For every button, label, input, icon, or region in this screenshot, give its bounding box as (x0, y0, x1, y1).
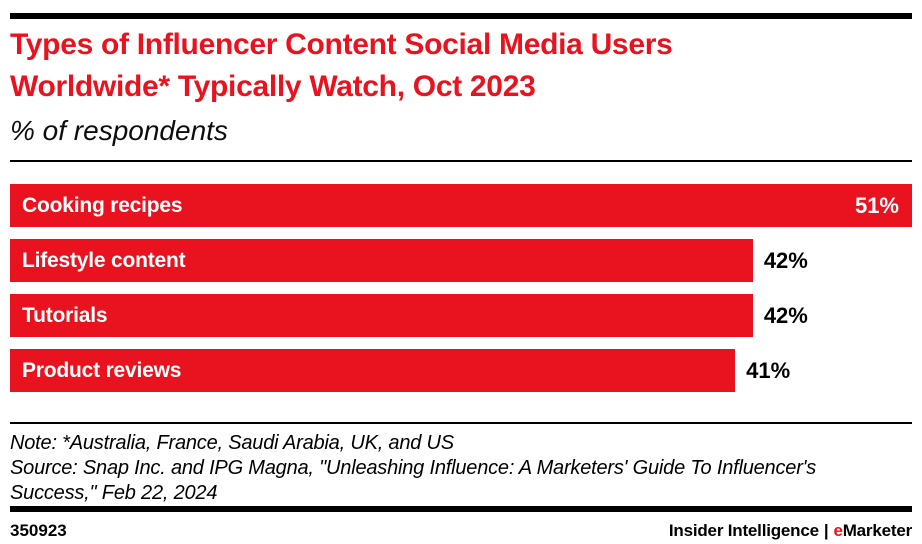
top-rule (10, 13, 912, 19)
divider-under-subtitle (10, 160, 912, 162)
source-line-2: Success," Feb 22, 2024 (10, 482, 218, 504)
brand-separator: | (823, 521, 829, 540)
chart-title-line2: Worldwide* Typically Watch, Oct 2023 (10, 70, 536, 103)
brand-emarketer-rest: Marketer (842, 521, 912, 540)
bar-label-lifestyle-content: Lifestyle content (22, 248, 186, 272)
footer: 350923 Insider Intelligence | eMarketer (10, 521, 912, 541)
bar-lifestyle-content: Lifestyle content (10, 239, 753, 282)
bar-product-reviews: Product reviews (10, 349, 736, 392)
bar-row-tutorials: Tutorials 42% (10, 294, 912, 337)
footer-rule (10, 506, 912, 512)
note-line: Note: *Australia, France, Saudi Arabia, … (10, 432, 454, 454)
bar-chart: Cooking recipes 51% Lifestyle content 42… (10, 184, 912, 392)
brand-insider-intelligence: Insider Intelligence (668, 521, 819, 540)
chart-title: Types of Influencer Content Social Media… (10, 24, 912, 108)
bar-label-tutorials: Tutorials (22, 303, 108, 327)
bar-row-lifestyle-content: Lifestyle content 42% (10, 239, 912, 282)
chart-subtitle: % of respondents (10, 115, 228, 146)
chart-title-line1: Types of Influencer Content Social Media… (10, 28, 673, 61)
bar-value-cooking-recipes: 51% (854, 192, 899, 218)
brand-emarketer-e: e (833, 521, 843, 540)
bar-label-cooking-recipes: Cooking recipes (22, 193, 183, 217)
bar-cooking-recipes: Cooking recipes 51% (10, 184, 912, 227)
brand-lockup: Insider Intelligence | eMarketer (669, 521, 912, 541)
bar-row-cooking-recipes: Cooking recipes 51% (10, 184, 912, 227)
bar-label-product-reviews: Product reviews (22, 358, 182, 382)
chart-id: 350923 (10, 521, 67, 540)
divider-above-notes (10, 422, 912, 424)
notes-block: Note: *Australia, France, Saudi Arabia, … (10, 431, 912, 506)
bar-value-product-reviews: 41% (746, 357, 791, 383)
bar-value-lifestyle-content: 42% (763, 247, 808, 273)
bar-row-product-reviews: Product reviews 41% (10, 349, 912, 392)
bar-tutorials: Tutorials (10, 294, 753, 337)
source-line-1: Source: Snap Inc. and IPG Magna, "Unleas… (10, 457, 817, 479)
bar-value-tutorials: 42% (763, 302, 808, 328)
